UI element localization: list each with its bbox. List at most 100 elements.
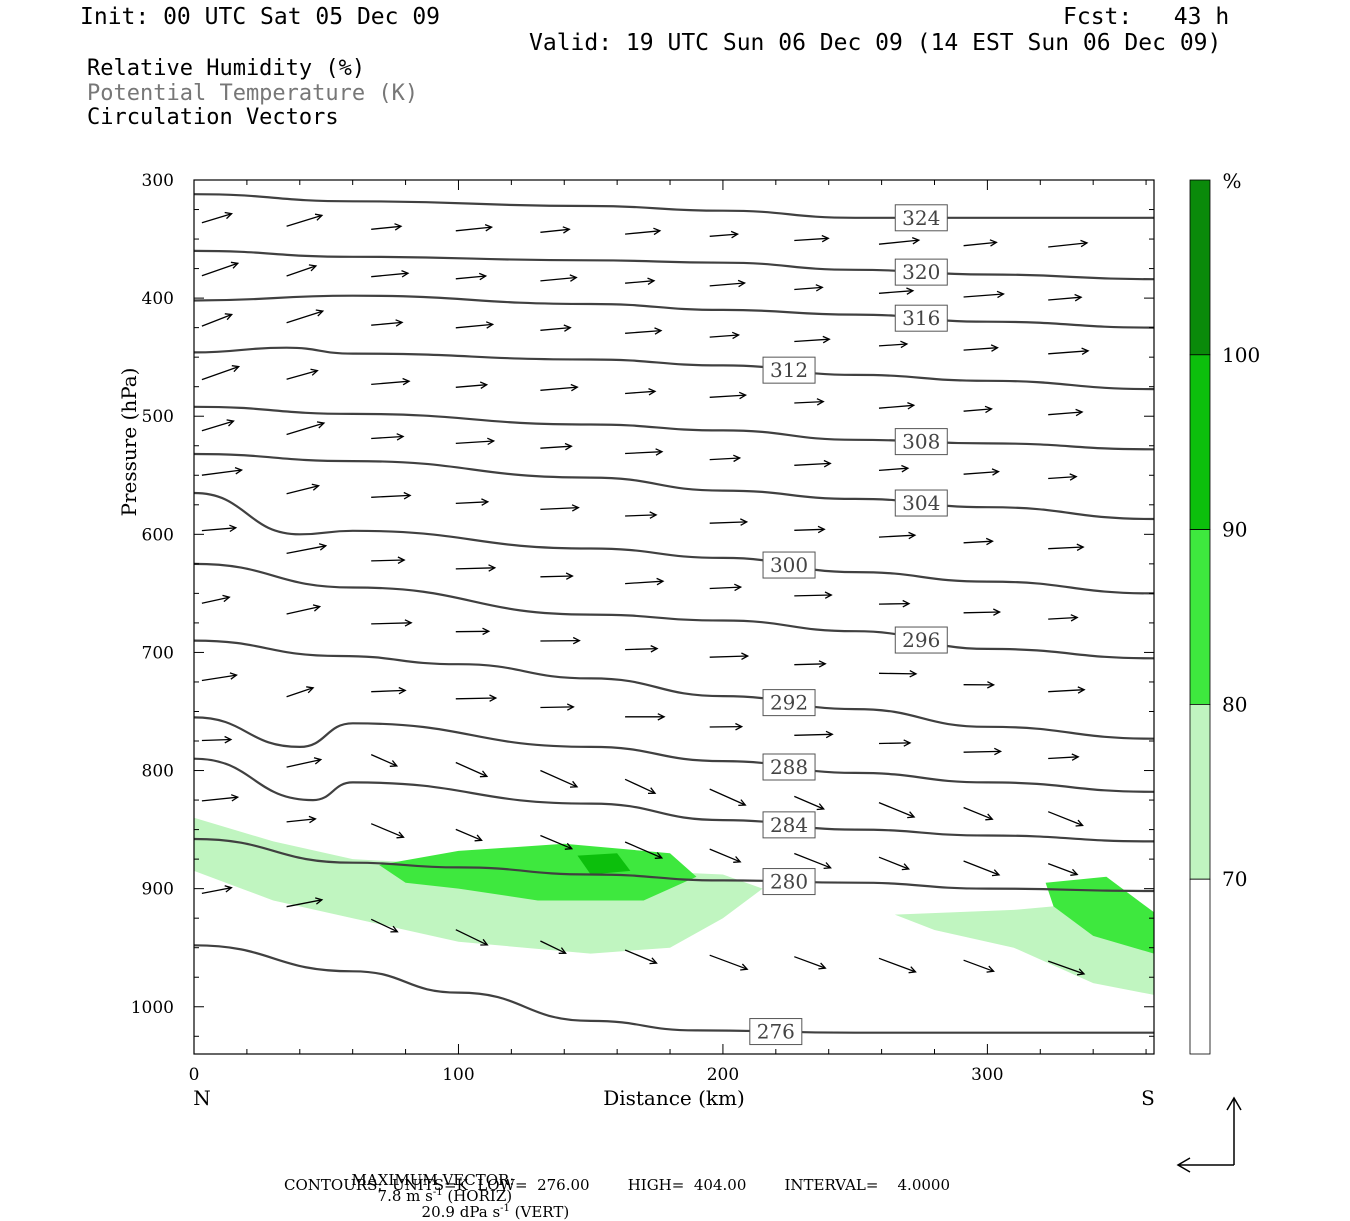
- vector-arrow: [879, 288, 913, 294]
- vector-arrow: [202, 737, 231, 743]
- vector-arrow: [202, 673, 237, 681]
- vector-shaft: [540, 576, 572, 577]
- vector-arrow: [964, 748, 1001, 754]
- vector-arrow: [1048, 864, 1077, 876]
- vector-arrow: [710, 519, 747, 525]
- x-axis-title: Distance (km): [603, 1086, 745, 1110]
- vector-arrow: [456, 829, 482, 840]
- colorbar-label-80: 80: [1222, 692, 1247, 716]
- vector-shaft: [456, 698, 496, 699]
- contour-label-304: 304: [895, 490, 947, 516]
- vector-shaft: [879, 604, 909, 605]
- theta-contour-276: [194, 945, 1154, 1032]
- vector-shaft: [879, 857, 909, 869]
- vector-arrow: [456, 225, 492, 231]
- colorbar-label-70: 70: [1222, 867, 1247, 891]
- vector-arrow: [287, 422, 324, 435]
- rh-shading: [194, 818, 1154, 995]
- contour-label-text: 280: [770, 870, 808, 894]
- vector-arrow: [794, 526, 824, 532]
- vector-arrow: [625, 578, 663, 584]
- vector-shaft: [794, 664, 825, 665]
- vector-arrow: [794, 796, 823, 809]
- y-tick-label: 600: [142, 525, 174, 545]
- vector-arrow: [625, 389, 655, 395]
- vector-arrow: [625, 449, 662, 455]
- vector-arrow: [540, 444, 571, 450]
- vector-shaft: [371, 495, 410, 497]
- vector-arrow: [710, 332, 739, 338]
- vector-arrow: [371, 557, 404, 563]
- vector-shaft: [202, 315, 232, 327]
- vector-shaft: [964, 472, 999, 475]
- contour-label-276: 276: [750, 1019, 802, 1045]
- vector-arrow: [794, 854, 830, 869]
- vector-shaft: [1048, 812, 1082, 826]
- vector-arrow: [540, 573, 572, 579]
- contour-label-300: 300: [763, 552, 815, 578]
- vector-shaft: [710, 587, 741, 588]
- vector-arrow: [625, 714, 664, 720]
- vector-arrow: [625, 779, 655, 793]
- vector-arrow: [964, 808, 993, 820]
- vector-shaft: [710, 522, 747, 523]
- max-vert-tail: (VERT): [510, 1203, 569, 1221]
- colorbar-band: [1190, 879, 1210, 1054]
- vector-arrow: [371, 824, 403, 838]
- vector-shaft: [625, 452, 662, 454]
- vector-shaft: [879, 958, 916, 972]
- vector-arrow: [202, 595, 229, 603]
- vector-arrow: [287, 605, 320, 614]
- contour-label-text: 288: [770, 755, 808, 779]
- vector-arrow: [710, 584, 741, 590]
- vector-arrow: [371, 688, 405, 694]
- vector-shaft: [794, 595, 831, 596]
- vector-shaft: [371, 560, 404, 561]
- vector-arrow: [287, 758, 321, 767]
- vector-arrow: [540, 704, 573, 710]
- contour-label-text: 308: [902, 430, 940, 454]
- vector-arrow: [456, 565, 495, 571]
- vector-arrow: [202, 262, 238, 275]
- vector-arrow: [371, 755, 397, 767]
- vector-arrow: [456, 438, 494, 444]
- max-vert-value: 20.9 dPa s: [422, 1203, 501, 1221]
- vector-arrow: [625, 328, 661, 334]
- theta-contour-324: [194, 194, 1154, 218]
- vector-arrow: [710, 455, 740, 461]
- vector-shaft: [710, 458, 740, 460]
- vector-shaft: [625, 649, 657, 650]
- vector-arrow: [879, 740, 910, 746]
- vector-shaft: [879, 535, 915, 537]
- vector-shaft: [879, 405, 914, 408]
- contour-label-text: 324: [902, 206, 940, 230]
- vector-arrow: [1048, 812, 1082, 826]
- vector-arrow: [710, 653, 748, 659]
- colorbar-band: [1190, 530, 1210, 705]
- vector-arrow: [794, 461, 830, 467]
- vector-arrow: [964, 609, 1000, 615]
- vector-shaft: [456, 763, 487, 777]
- vector-arrow: [456, 763, 487, 777]
- vector-shaft: [964, 960, 994, 971]
- vector-shaft: [879, 743, 910, 744]
- colorbar-band: [1190, 180, 1210, 355]
- theta-contour-292: [194, 641, 1154, 739]
- vector-arrow: [287, 544, 326, 554]
- vector-shaft: [202, 470, 242, 475]
- vector-shaft: [202, 263, 238, 275]
- vector-arrow: [1048, 474, 1076, 480]
- vector-shaft: [625, 581, 663, 583]
- contour-label-312: 312: [763, 357, 815, 383]
- vector-arrow: [371, 379, 409, 385]
- vector-arrow: [964, 538, 993, 544]
- vector-arrow: [710, 724, 742, 730]
- y-tick-label: 700: [142, 643, 174, 663]
- vector-arrow: [794, 592, 831, 598]
- vector-arrow: [964, 682, 994, 688]
- vector-arrow: [625, 228, 660, 234]
- vector-arrow: [456, 273, 486, 279]
- vector-arrow: [1048, 687, 1084, 693]
- vector-shaft: [710, 789, 746, 805]
- vector-arrow: [287, 816, 316, 822]
